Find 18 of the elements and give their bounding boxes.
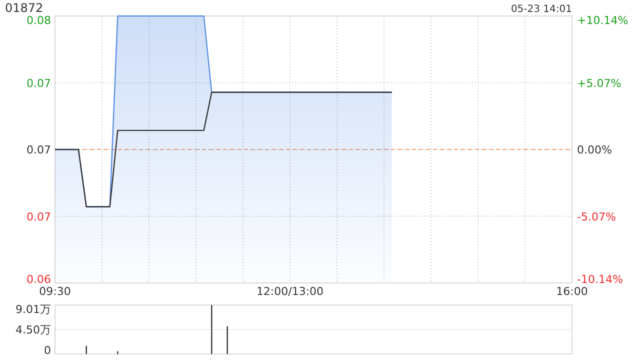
y-tick-label: 0.08 <box>26 14 51 27</box>
y2-tick-label: +5.07% <box>577 76 622 90</box>
y-tick-label: 0.07 <box>26 210 51 224</box>
chart-title: 01872 <box>5 1 44 15</box>
y-tick-label: 0.07 <box>26 144 51 156</box>
y2-tick-label: -10.14% <box>577 273 623 286</box>
y2-tick-label: +10.14% <box>577 14 628 27</box>
y2-tick-label: 0.00% <box>577 144 612 156</box>
y-tick-label: 0.07 <box>26 76 51 90</box>
y-tick-label: 9.01万 <box>16 303 51 316</box>
y2-tick-label: -5.07% <box>577 210 616 224</box>
x-tick-label: 09:30 <box>39 285 71 298</box>
y-tick-label: 0.06 <box>26 273 51 286</box>
y-tick-label: 4.50万 <box>16 324 51 337</box>
y-tick-label: 0 <box>44 344 51 357</box>
x-tick-label: 12:00/13:00 <box>256 285 324 298</box>
text: 05-23 14:01 <box>510 4 572 15</box>
x-tick-label: 16:00 <box>556 285 588 298</box>
